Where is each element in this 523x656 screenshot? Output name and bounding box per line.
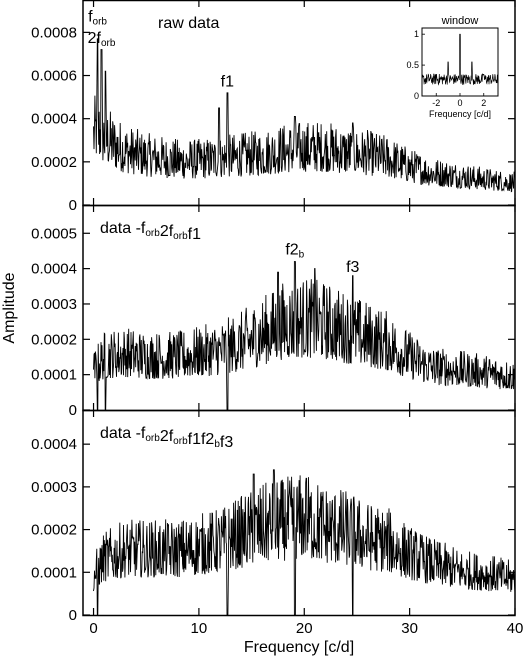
spectrum-line (93, 261, 516, 411)
y-tick-label: 0.0002 (31, 331, 77, 348)
window-inset: window Frequency [c/d]-2 0 2 0 0.5 1 (406, 15, 499, 119)
peak-annotation: f3 (346, 259, 359, 276)
y-tick-label: 0.0001 (31, 367, 77, 384)
y-tick-label: 0.0008 (31, 24, 77, 41)
panel-label: data -forb2forbf1f2bf3 (100, 425, 233, 451)
x-tick-label: 40 (507, 620, 523, 637)
peak-annotation: f1 (221, 73, 234, 90)
panel-label-text: data - (100, 220, 141, 237)
panel-label-term: f2 (201, 431, 214, 448)
inset-x-tick-label: -2 (432, 98, 440, 108)
panel-label-subscript: orb (173, 436, 188, 447)
panel-label-term: f1 (188, 431, 201, 448)
spectrum-line (93, 38, 516, 193)
inset-x-label: Frequency [c/d] (429, 109, 491, 119)
peak-annotation-text: f (88, 9, 93, 26)
y-axis-title: Amplitude (1, 272, 18, 343)
panel-label-text: raw data (158, 15, 219, 32)
x-tick-label: 10 (191, 620, 208, 637)
inset-y-tick-label: 1 (414, 29, 419, 39)
y-tick-label: 0.0001 (31, 564, 77, 581)
peak-annotation-subscript: orb (93, 17, 108, 28)
inset-window-line (421, 33, 499, 86)
panel-label-subscript: b (214, 439, 220, 450)
plot-frame (82, 409, 516, 617)
panel-label-term: f3 (220, 434, 233, 451)
panel-label: raw data (158, 15, 219, 32)
peak-annotation-text: 2f (88, 30, 102, 47)
y-tick-label: 0 (69, 402, 77, 419)
x-axis-title: Frequency [c/d] (244, 639, 354, 656)
inset-x-tick-label: 2 (481, 98, 486, 108)
panel-label-subscript: orb (145, 433, 160, 444)
peak-annotation-text: f1 (221, 73, 234, 90)
peak-annotation-text: f3 (346, 259, 359, 276)
panel-label: data -forb2forbf1 (100, 220, 201, 243)
panel-label-term: f (141, 425, 146, 442)
peak-annotation: 2forb (88, 30, 116, 49)
peak-annotation-subscript: orb (101, 38, 116, 49)
y-tick-label: 0.0004 (31, 436, 77, 453)
panel-label-subscript: orb (173, 231, 188, 242)
y-tick-label: 0.0002 (31, 154, 77, 171)
panel-label-subscript: orb (145, 228, 160, 239)
y-tick-label: 0.0004 (31, 261, 77, 278)
y-tick-label: 0 (69, 197, 77, 214)
y-tick-label: 0.0002 (31, 522, 77, 539)
inset-x-tick-label: 0 (457, 98, 462, 108)
x-tick-label: 0 (89, 620, 97, 637)
panel-label-term: f1 (188, 226, 201, 243)
y-tick-label: 0.0005 (31, 225, 77, 242)
panel-label-term: 2f (160, 428, 174, 445)
inset-title: window (441, 15, 479, 27)
panel-label-term: 2f (160, 223, 174, 240)
panel-label-term: f (141, 220, 146, 237)
peak-annotation: f2b (285, 241, 304, 260)
y-tick-label: 0.0003 (31, 479, 77, 496)
panel-3: 0 0.0001 0.0002 0.0003 0.0004 0 10 20 30 40 data -… (31, 409, 523, 637)
inset-y-tick-label: 0 (414, 91, 419, 101)
y-tick-label: 0.0006 (31, 68, 77, 85)
y-tick-label: 0.0004 (31, 111, 77, 128)
peak-annotation: forb (88, 9, 107, 28)
peak-annotation-text: f2 (285, 241, 298, 258)
inset-y-tick-label: 0.5 (406, 60, 419, 70)
peak-annotation-subscript: b (299, 249, 305, 260)
spectrum-line (93, 469, 516, 616)
y-tick-label: 0 (69, 607, 77, 624)
x-tick-label: 30 (401, 620, 418, 637)
panel-label-text: data - (100, 425, 141, 442)
y-tick-label: 0.0003 (31, 296, 77, 313)
x-tick-label: 20 (296, 620, 313, 637)
